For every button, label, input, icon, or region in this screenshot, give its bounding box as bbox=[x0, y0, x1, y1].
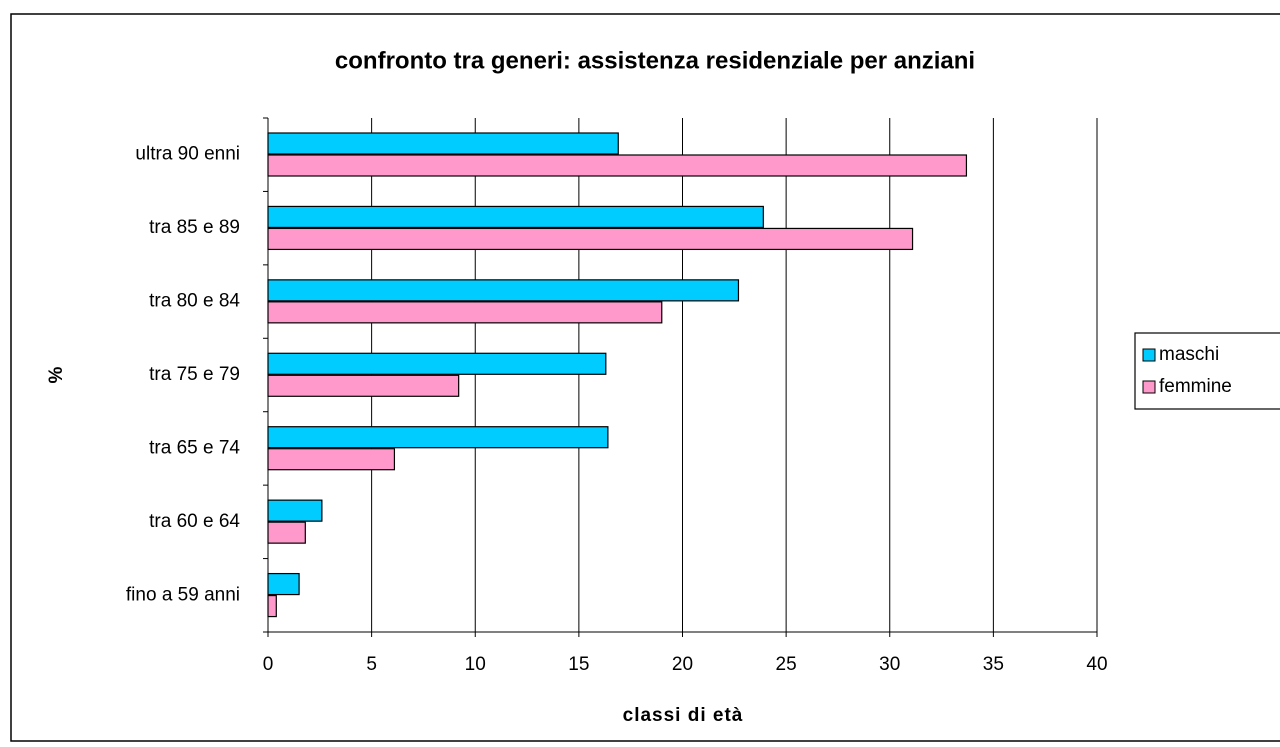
bar bbox=[267, 499, 323, 522]
y-tick-label: tra 80 e 84 bbox=[149, 291, 240, 312]
y-tick-label: ultra 90 enni bbox=[135, 144, 240, 165]
bar bbox=[267, 572, 300, 596]
y-tick-label: tra 75 e 79 bbox=[149, 364, 240, 385]
y-tick-label: tra 60 e 64 bbox=[149, 511, 240, 532]
chart-border bbox=[10, 13, 1280, 742]
bar bbox=[267, 374, 460, 397]
y-tick-label: fino a 59 anni bbox=[126, 584, 240, 605]
x-tick-label: 15 bbox=[568, 654, 589, 675]
x-tick-label: 10 bbox=[465, 654, 486, 675]
bar bbox=[267, 279, 740, 302]
bar bbox=[267, 426, 609, 449]
x-tick-label: 40 bbox=[1086, 654, 1107, 675]
y-tick-label: tra 65 e 74 bbox=[149, 437, 240, 458]
bar bbox=[267, 132, 619, 155]
legend-box bbox=[1134, 332, 1280, 410]
legend-label: maschi bbox=[1159, 344, 1219, 365]
bar bbox=[267, 205, 764, 229]
legend-label: femmine bbox=[1159, 376, 1232, 397]
legend-swatch bbox=[1142, 380, 1156, 394]
x-tick-label: 5 bbox=[366, 654, 377, 675]
bar bbox=[267, 352, 607, 375]
chart-title: confronto tra generi: assistenza residen… bbox=[335, 47, 975, 74]
x-axis-label: classi di età bbox=[623, 705, 744, 726]
bar bbox=[267, 301, 663, 324]
bar bbox=[267, 521, 306, 544]
y-axis-label: % bbox=[46, 366, 67, 383]
x-tick-label: 30 bbox=[879, 654, 900, 675]
bar bbox=[267, 227, 914, 251]
bar bbox=[267, 154, 968, 177]
x-tick-label: 20 bbox=[672, 654, 693, 675]
bar bbox=[267, 448, 396, 471]
x-tick-label: 25 bbox=[776, 654, 797, 675]
bar bbox=[267, 594, 277, 618]
legend-swatch bbox=[1142, 348, 1156, 362]
x-tick-label: 35 bbox=[983, 654, 1004, 675]
x-tick-label: 0 bbox=[263, 654, 274, 675]
y-tick-label: tra 85 e 89 bbox=[149, 217, 240, 238]
